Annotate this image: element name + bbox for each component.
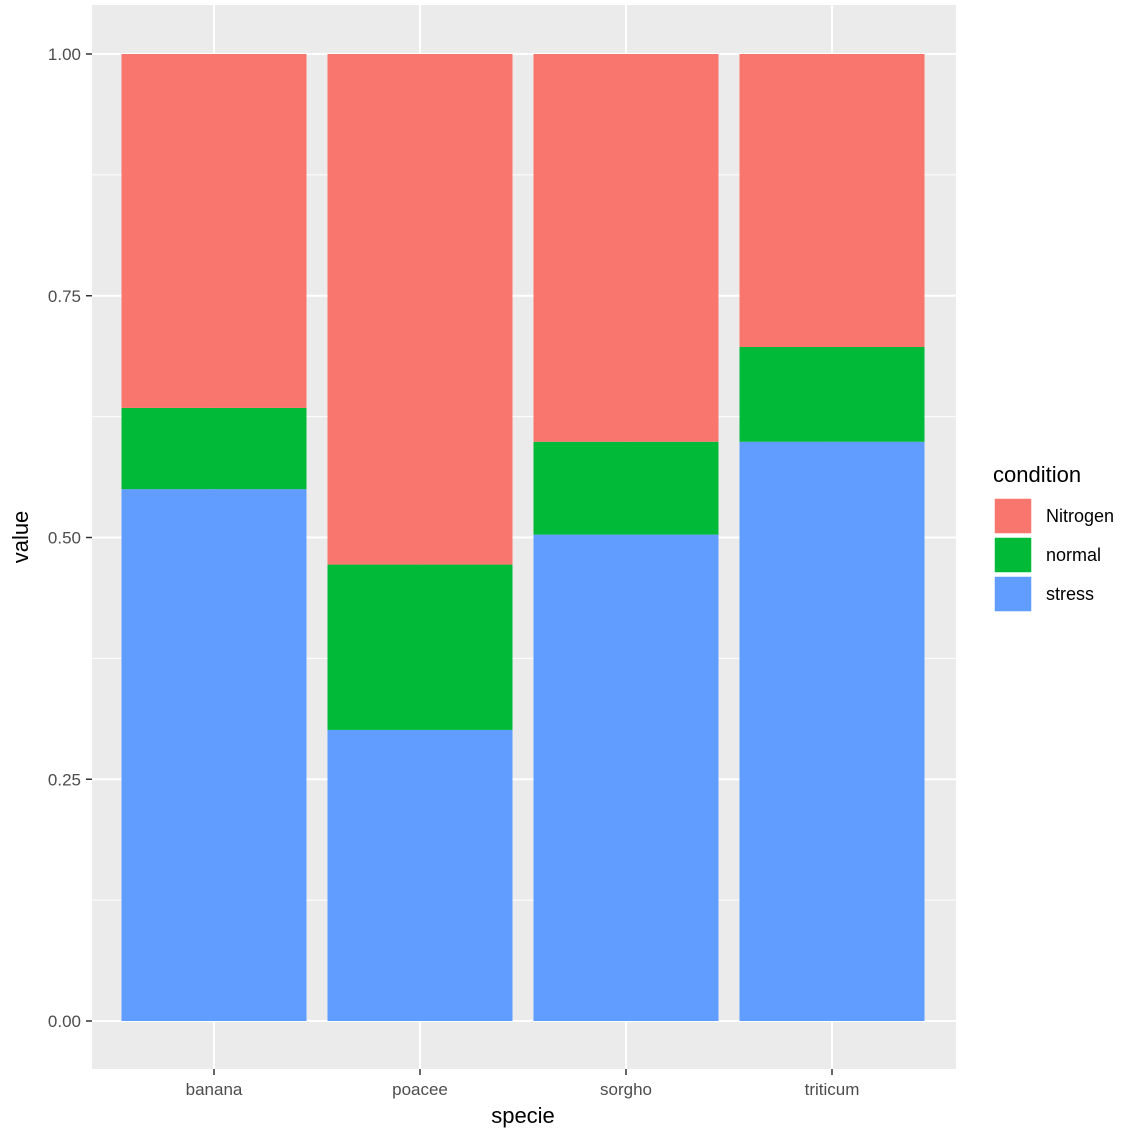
legend-label: normal bbox=[1046, 545, 1101, 565]
legend: condition Nitrogen normal stress bbox=[993, 462, 1114, 613]
bar-banana-stress bbox=[121, 489, 307, 1021]
bar-poacee-normal bbox=[327, 564, 513, 730]
x-tick-label: sorgho bbox=[600, 1080, 652, 1099]
bar-poacee-Nitrogen bbox=[327, 54, 513, 565]
bar-sorgho-normal bbox=[533, 441, 719, 535]
y-tick-label: 1.00 bbox=[48, 45, 81, 64]
bars bbox=[121, 54, 925, 1022]
x-tick-label: banana bbox=[186, 1080, 243, 1099]
y-tick-label: 0.00 bbox=[48, 1012, 81, 1031]
y-tick-label: 0.75 bbox=[48, 287, 81, 306]
x-axis-title: specie bbox=[491, 1103, 555, 1128]
x-tick-label: poacee bbox=[392, 1080, 448, 1099]
bar-sorgho-stress bbox=[533, 534, 719, 1021]
bar-poacee-stress bbox=[327, 729, 513, 1021]
bar-triticum-Nitrogen bbox=[739, 54, 925, 348]
x-tick-label: triticum bbox=[805, 1080, 860, 1099]
y-axis-title: value bbox=[8, 511, 33, 564]
bar-triticum-normal bbox=[739, 347, 925, 442]
legend-label: stress bbox=[1046, 584, 1094, 604]
bar-banana-normal bbox=[121, 407, 307, 490]
legend-key-Nitrogen bbox=[993, 497, 1033, 535]
bar-sorgho-Nitrogen bbox=[533, 54, 719, 442]
legend-title: condition bbox=[993, 462, 1081, 487]
legend-label: Nitrogen bbox=[1046, 506, 1114, 526]
legend-key-normal bbox=[993, 536, 1033, 574]
x-axis: banana poacee sorgho triticum bbox=[186, 1069, 860, 1099]
y-tick-label: 0.25 bbox=[48, 770, 81, 789]
y-axis: 0.00 0.25 0.50 0.75 1.00 bbox=[48, 45, 92, 1031]
bar-triticum-stress bbox=[739, 441, 925, 1022]
legend-key-stress bbox=[993, 575, 1033, 613]
bar-banana-Nitrogen bbox=[121, 54, 307, 408]
y-tick-label: 0.50 bbox=[48, 529, 81, 548]
